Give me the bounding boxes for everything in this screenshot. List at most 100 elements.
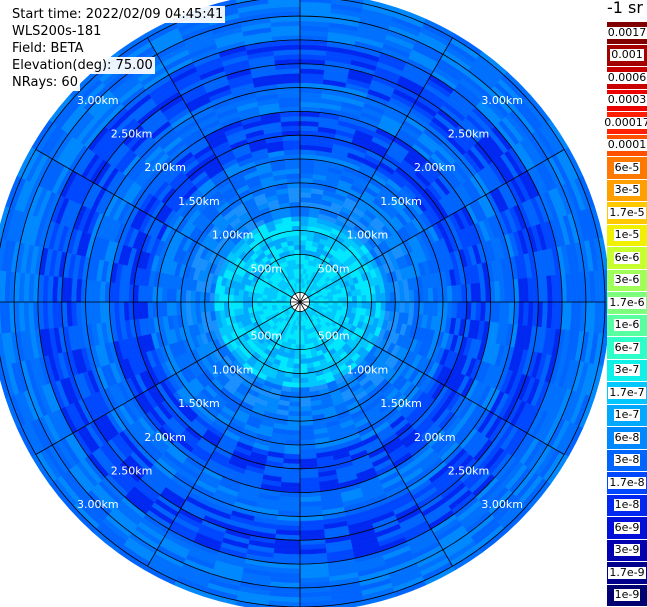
azimuth-line xyxy=(299,301,565,455)
instrument-name: WLS200s-181 xyxy=(12,23,104,40)
heatmap-bin xyxy=(299,206,311,213)
range-label: 2.00km xyxy=(144,431,186,444)
range-label: 2.00km xyxy=(414,161,456,174)
colorbar-cell: 0.0003 xyxy=(606,89,647,112)
range-label: 1.00km xyxy=(347,229,389,242)
heatmap-bin xyxy=(290,216,301,222)
heatmap-bin xyxy=(303,339,310,345)
heatmap-bin xyxy=(427,287,434,303)
heatmap-bin xyxy=(288,406,301,412)
heatmap-bin xyxy=(294,344,301,350)
heatmap-bin xyxy=(194,301,201,314)
range-label: 2.50km xyxy=(448,464,490,477)
heatmap-bin xyxy=(303,334,309,341)
heatmap-bin xyxy=(294,249,301,255)
heatmap-bin xyxy=(204,301,211,313)
heatmap-bin xyxy=(295,263,301,270)
heatmap-bin xyxy=(351,301,358,309)
range-label: 3.00km xyxy=(77,498,119,511)
heatmap-bin xyxy=(432,301,439,317)
heatmap-bin xyxy=(299,401,312,408)
heatmap-bin xyxy=(209,301,215,312)
heatmap-bin xyxy=(299,211,310,217)
heatmap-bin xyxy=(237,301,244,309)
heatmap-bin xyxy=(385,292,391,303)
heatmap-bin xyxy=(342,296,348,303)
heatmap-bin xyxy=(293,358,301,365)
heatmap-bin xyxy=(142,301,149,319)
heatmap-bin xyxy=(299,368,308,374)
colorbar-label: 0.0001 xyxy=(606,138,647,152)
heatmap-bin xyxy=(366,301,372,310)
heatmap-bin xyxy=(293,244,301,251)
heatmap-bin xyxy=(456,284,463,303)
heatmap-bin xyxy=(288,196,301,203)
heatmap-bin xyxy=(228,294,234,303)
colorbar-cell: 1e-9 xyxy=(607,584,647,607)
heatmap-bin xyxy=(261,301,268,307)
heatmap-bin xyxy=(299,344,306,350)
heatmap-bin xyxy=(294,349,301,355)
heatmap-bin xyxy=(299,0,332,4)
heatmap-bin xyxy=(0,270,2,300)
heatmap-bin xyxy=(257,305,263,312)
heatmap-bin xyxy=(0,304,2,334)
range-label: 2.00km xyxy=(414,431,456,444)
heatmap-bin xyxy=(296,268,301,274)
colorbar-label: 3e-9 xyxy=(613,543,641,557)
colorbar-label: 6e-9 xyxy=(613,520,641,534)
colorbar-cell: 6e-7 xyxy=(607,337,647,360)
heatmap-bin xyxy=(299,458,318,465)
heatmap-bin xyxy=(299,410,313,417)
range-label: 2.50km xyxy=(111,128,153,141)
heatmap-bin xyxy=(299,382,310,388)
colorbar-cell: 1e-5 xyxy=(607,224,647,247)
colorbar-label: 1.7e-6 xyxy=(608,295,646,309)
colorbar-cell: 1e-7 xyxy=(607,404,647,427)
heatmap-bin xyxy=(361,294,367,303)
heatmap-bin xyxy=(194,290,201,303)
colorbar-cell: 6e-9 xyxy=(607,517,647,540)
heatmap-bin xyxy=(299,377,309,384)
colorbar-label: 1.7e-9 xyxy=(608,565,646,579)
heatmap-bin xyxy=(299,220,309,227)
heatmap-bin xyxy=(286,425,301,431)
azimuth-line xyxy=(35,149,301,303)
heatmap-bin xyxy=(185,301,192,315)
heatmap-bin xyxy=(214,301,220,312)
heatmap-bin xyxy=(285,429,301,436)
colorbar-label: 0.0017 xyxy=(606,25,647,39)
range-label: 2.00km xyxy=(144,161,186,174)
heatmap-bins xyxy=(0,0,610,607)
heatmap-bin xyxy=(214,292,220,303)
range-label: 500m xyxy=(250,330,282,343)
heatmap-bin xyxy=(299,453,317,460)
heatmap-bin xyxy=(247,301,253,308)
colorbar-cell: 1.7e-8 xyxy=(607,472,647,495)
range-labels: 500m 500m 500m 500m 1.00km 1.00km 1.00km 1.00km… xyxy=(77,94,523,511)
heatmap-bin xyxy=(142,285,149,303)
heatmap-bin xyxy=(294,254,301,260)
range-label: 2.50km xyxy=(448,128,490,141)
range-label: 1.00km xyxy=(212,363,254,376)
heatmap-bin xyxy=(337,292,343,299)
heatmap-bin xyxy=(299,144,317,151)
heatmap-bin xyxy=(299,363,308,369)
heatmap-bin xyxy=(299,216,310,222)
heatmap-bin xyxy=(341,0,365,4)
colorbar-label: 1.7e-5 xyxy=(608,205,646,219)
colorbar-label: 0.00017 xyxy=(603,116,647,129)
heatmap-bin xyxy=(233,294,239,303)
range-label: 1.00km xyxy=(212,229,254,242)
start-time: Start time: 2022/02/09 04:45:41 xyxy=(12,6,226,23)
heatmap-bin xyxy=(242,295,249,303)
heatmap-bin xyxy=(332,293,339,299)
heatmap-bin xyxy=(266,301,272,306)
nrays-value: NRays: 60 xyxy=(12,74,80,91)
heatmap-bin xyxy=(290,211,301,217)
colorbar-label: 6e-7 xyxy=(613,340,641,354)
colorbar-label: 3e-6 xyxy=(613,273,641,287)
heatmap-bin xyxy=(299,249,306,255)
heatmap-bin xyxy=(380,301,386,312)
range-label: 1.50km xyxy=(380,397,422,410)
